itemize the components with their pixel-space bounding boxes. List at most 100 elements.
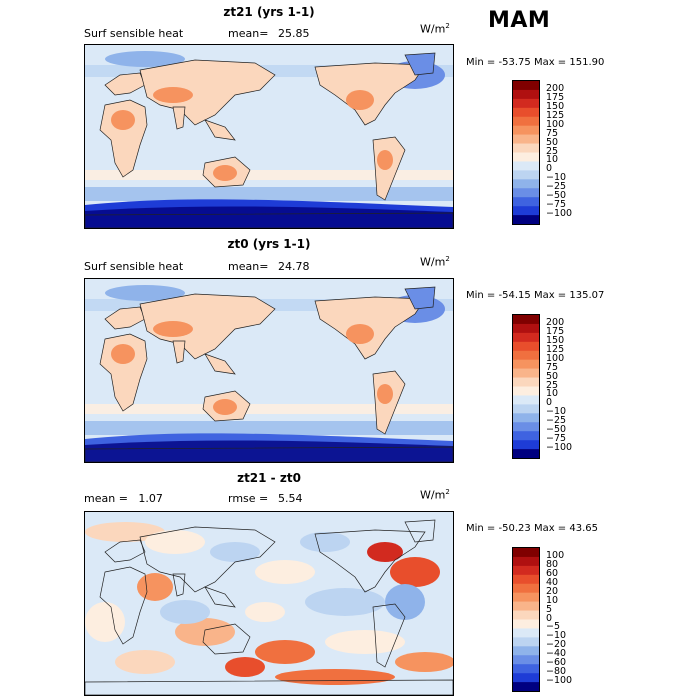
field-band [85,187,453,201]
colorbar-tick-label: −25 [546,415,567,427]
colorbar-swatch [513,556,539,567]
colorbar-swatch [513,449,539,459]
field-band [85,404,453,414]
field-blob [213,165,237,181]
panel-3-mean-label: mean = 1.07 [84,492,163,505]
colorbar-tick-label: 20 [546,585,559,597]
field-blob [385,584,425,620]
field-blob [115,650,175,674]
field-blob [160,600,210,624]
field-blob [395,652,453,672]
panel-3-rmse-value: 5.54 [278,492,303,505]
colorbar-tick-label: 25 [546,145,559,157]
colorbar-swatch [513,565,539,576]
field-blob [213,399,237,415]
colorbar-tick-label: 50 [546,136,559,148]
southern-ocean-field [85,440,453,462]
continent-australia [202,623,251,655]
continent-europe [104,539,146,563]
continent-india [172,340,186,364]
colorbar-tick-label: 125 [546,343,565,355]
colorbar-swatch [513,323,539,334]
colorbar-tick-label: −5 [546,621,561,633]
continent-greenland [404,519,436,543]
colorbar-tick-label: 10 [546,388,559,400]
colorbar-tick-label: 150 [546,334,565,346]
colorbar-swatch [513,315,539,325]
colorbar-tick-label: 175 [546,325,565,337]
panel-2-colorbar [512,314,540,459]
panel-3-min-max: Min = -50.23 Max = 43.65 [466,523,598,534]
field-band [85,421,453,435]
panel-3-colorbar-labels: 100 80 60 40 20 10 5 0 −5 −10 −20 −40 −60 −80 −100 [546,547,586,692]
continent-india [172,573,186,597]
colorbar-swatch [513,332,539,343]
panel-2-mean-value: 24.78 [278,260,310,273]
colorbar-tick-label: 200 [546,82,565,94]
continent-asia [139,59,276,126]
colorbar-tick-label: 10 [546,594,559,606]
colorbar-tick-label: 0 [546,612,553,624]
colorbar-tick-label: 5 [546,603,553,615]
colorbar-swatch [513,188,539,198]
colorbar-swatch [513,646,539,656]
panel-3-rmse-label: rmse = [228,492,269,505]
colorbar-swatch [513,655,539,665]
colorbar-tick-label: −50 [546,190,567,202]
panel-1-colorbar-labels: 200 175 150 125 100 75 50 25 10 0 −10 −25 −50 −75 −100 [546,80,586,225]
field-blob [300,532,350,552]
colorbar-tick-label: 60 [546,567,559,579]
field-blob [105,51,185,67]
field-blob [255,640,315,664]
field-blob [367,542,403,562]
field-blob [153,321,193,337]
field-blob [255,560,315,584]
colorbar-tick-label: −20 [546,639,567,651]
colorbar-swatch [513,628,539,638]
colorbar-swatch [513,601,539,611]
colorbar-tick-label: −75 [546,433,567,445]
colorbar-swatch [513,431,539,441]
colorbar-swatch [513,637,539,647]
field-blob [85,602,125,642]
field-blob [346,324,374,344]
field-blob [225,657,265,677]
colorbar-tick-label: 100 [546,352,565,364]
colorbar-swatch [513,206,539,216]
colorbar-tick-label: 175 [546,91,565,103]
continent-seasia [204,119,236,141]
panel-1-mean-value: 25.85 [278,27,310,40]
panel-3-colorbar [512,547,540,692]
colorbar-swatch [513,377,539,387]
panel-3-title: zt21 - zt0 [237,471,301,485]
colorbar-tick-label: 125 [546,109,565,121]
panel-2-units: W/m2 [420,255,450,269]
panel-1-colorbar [512,80,540,225]
colorbar-tick-label: 10 [546,154,559,166]
colorbar-swatch [513,81,539,91]
field-blob [111,344,135,364]
colorbar-tick-label: −10 [546,630,567,642]
colorbar-swatch [513,179,539,189]
field-blob [275,669,395,685]
field-blob [111,110,135,130]
field-blob [377,150,393,170]
colorbar-tick-label: −75 [546,199,567,211]
panel-1-mean-label: mean= [228,27,269,40]
field-blob [305,588,385,616]
colorbar-tick-label: −25 [546,181,567,193]
colorbar-swatch [513,368,539,378]
colorbar-tick-label: −100 [546,442,573,454]
colorbar-tick-label: −10 [546,406,567,418]
panel-1-units: W/m2 [420,22,450,36]
panel-2-min-max: Min = -54.15 Max = 135.07 [466,290,605,301]
colorbar-tick-label: −10 [546,172,567,184]
colorbar-tick-label: 100 [546,118,565,130]
colorbar-tick-label: 40 [546,576,559,588]
panel-2-mean-label: mean= [228,260,269,273]
colorbar-tick-label: 75 [546,361,559,373]
colorbar-swatch [513,422,539,432]
season-title: MAM [488,8,551,33]
colorbar-swatch [513,143,539,153]
colorbar-tick-label: 200 [546,316,565,328]
